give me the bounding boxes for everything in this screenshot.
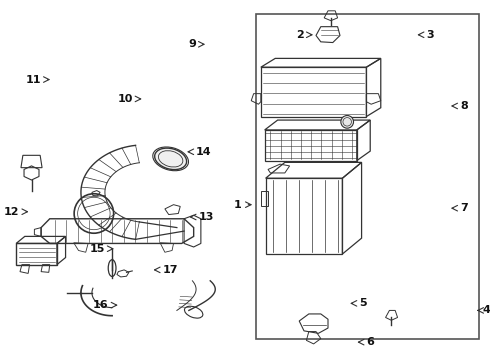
Text: 16: 16 [93, 300, 109, 310]
Ellipse shape [155, 148, 187, 170]
Text: 10: 10 [117, 94, 133, 104]
Text: 17: 17 [163, 265, 178, 275]
Text: 2: 2 [296, 30, 304, 40]
Text: 8: 8 [460, 101, 468, 111]
Text: 9: 9 [188, 39, 196, 49]
Text: 6: 6 [367, 337, 374, 347]
Text: 13: 13 [198, 212, 214, 222]
Text: 4: 4 [482, 305, 490, 315]
Text: 3: 3 [426, 30, 434, 40]
Text: 12: 12 [4, 207, 20, 217]
Text: 1: 1 [234, 200, 242, 210]
Text: 11: 11 [25, 75, 41, 85]
Text: 14: 14 [196, 147, 212, 157]
Text: 15: 15 [90, 244, 105, 254]
Circle shape [341, 116, 353, 128]
Bar [256, 14, 479, 339]
Text: 5: 5 [359, 298, 367, 309]
Text: 7: 7 [460, 203, 468, 213]
